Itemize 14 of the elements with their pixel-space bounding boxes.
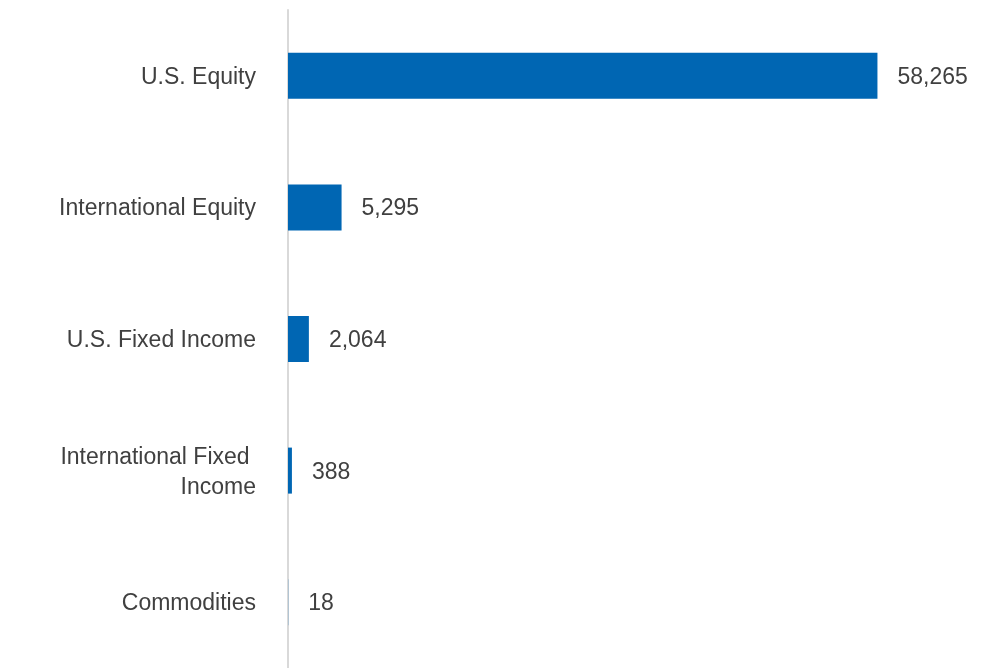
y-tick-label: International Equity (59, 194, 257, 221)
data-label: 58,265 (897, 62, 968, 89)
bar (288, 316, 309, 362)
data-label: 5,295 (361, 194, 420, 221)
y-tick-label: International Fixed Income (60, 442, 256, 499)
bar (288, 447, 292, 494)
data-label: 388 (311, 457, 351, 484)
y-tick-label: Commodities (121, 589, 256, 616)
y-tick-label: U.S. Equity (140, 62, 257, 89)
bar (288, 52, 878, 99)
bar (288, 184, 342, 231)
data-label: 18 (308, 589, 334, 616)
data-label: 2,064 (328, 326, 387, 352)
y-tick-label: U.S. Fixed Income (66, 326, 256, 352)
